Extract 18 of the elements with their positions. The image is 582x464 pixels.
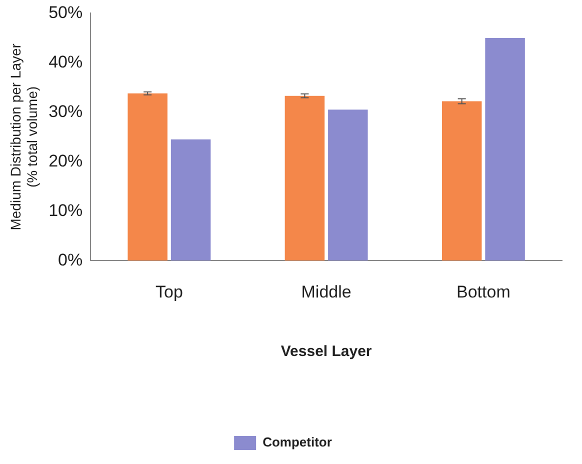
y-tick-label: 50% (48, 2, 83, 22)
x-tick-label: Top (155, 282, 183, 302)
x-tick-label: Middle (301, 282, 352, 302)
y-tick-label: 40% (48, 52, 83, 72)
bar (442, 101, 482, 261)
y-tick-label: 20% (48, 151, 83, 170)
y-tick-label: 10% (48, 200, 83, 220)
bar (170, 139, 211, 261)
legend-label: Competitor (262, 434, 332, 450)
y-tick-label: 30% (48, 102, 83, 121)
y-axis-title: Medium Distribution per Layer (% total volume) (7, 43, 40, 230)
y-tick-label: 0% (58, 250, 83, 270)
x-axis-title: Vessel Layer (280, 343, 372, 360)
x-tick-label: Bottom (456, 282, 510, 302)
bar (485, 38, 525, 261)
bar (328, 110, 368, 261)
bar (284, 96, 325, 261)
bar (128, 93, 168, 261)
